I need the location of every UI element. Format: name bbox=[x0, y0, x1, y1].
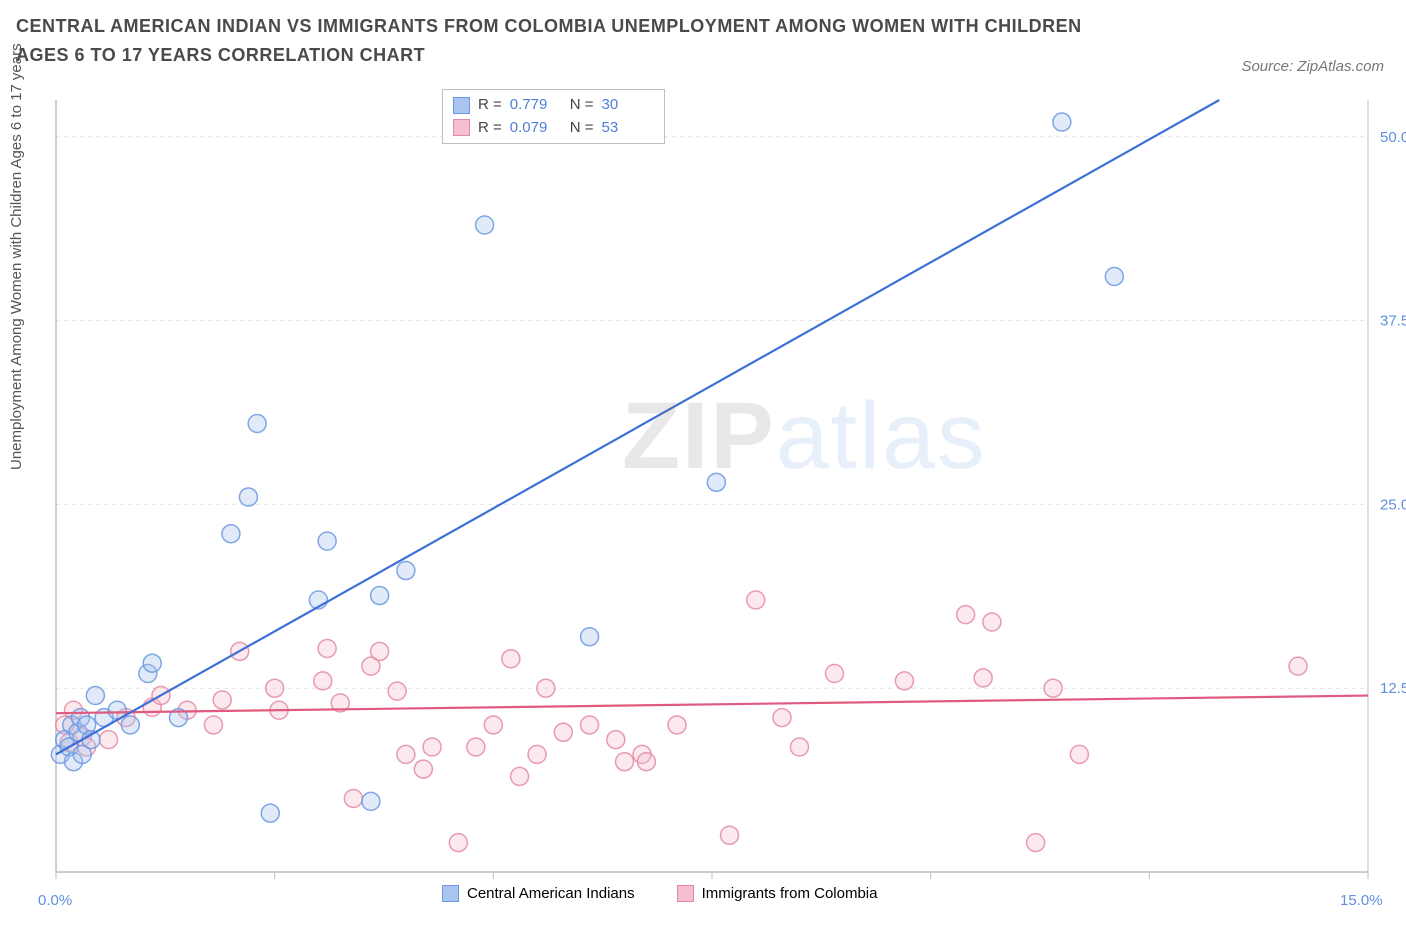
scatter-point bbox=[720, 826, 738, 844]
scatter-point bbox=[895, 672, 913, 690]
legend-stats: R = 0.779 N = 30 R = 0.079 N = 53 bbox=[442, 89, 665, 144]
scatter-point bbox=[388, 682, 406, 700]
scatter-point bbox=[362, 792, 380, 810]
scatter-point bbox=[222, 525, 240, 543]
scatter-point bbox=[668, 716, 686, 734]
scatter-point bbox=[1053, 113, 1071, 131]
legend-series-name: Central American Indians bbox=[467, 885, 635, 902]
legend-series-item: Immigrants from Colombia bbox=[677, 885, 878, 902]
scatter-point bbox=[974, 669, 992, 687]
scatter-point bbox=[261, 804, 279, 822]
scatter-point bbox=[204, 716, 222, 734]
scatter-point bbox=[747, 591, 765, 609]
scatter-point bbox=[314, 672, 332, 690]
scatter-point bbox=[637, 753, 655, 771]
scatter-point bbox=[1105, 267, 1123, 285]
scatter-point bbox=[449, 834, 467, 852]
scatter-point bbox=[511, 767, 529, 785]
y-tick-label: 50.0% bbox=[1380, 129, 1406, 146]
legend-r-label: R = bbox=[478, 117, 502, 140]
scatter-point bbox=[121, 716, 139, 734]
y-tick-label: 25.0% bbox=[1380, 496, 1406, 513]
legend-series: Central American Indians Immigrants from … bbox=[442, 885, 877, 902]
x-max-label: 15.0% bbox=[1340, 892, 1383, 909]
scatter-point bbox=[825, 664, 843, 682]
scatter-point bbox=[318, 532, 336, 550]
scatter-plot-svg: 12.5%25.0%37.5%50.0% bbox=[52, 92, 1382, 882]
legend-series-item: Central American Indians bbox=[442, 885, 635, 902]
scatter-point bbox=[414, 760, 432, 778]
scatter-point bbox=[773, 709, 791, 727]
scatter-point bbox=[484, 716, 502, 734]
legend-n-label: N = bbox=[570, 117, 594, 140]
scatter-point bbox=[467, 738, 485, 756]
legend-swatch bbox=[442, 885, 459, 902]
scatter-point bbox=[397, 745, 415, 763]
y-tick-label: 12.5% bbox=[1380, 680, 1406, 697]
scatter-point bbox=[266, 679, 284, 697]
legend-swatch bbox=[453, 119, 470, 136]
scatter-point bbox=[616, 753, 634, 771]
scatter-point bbox=[371, 587, 389, 605]
legend-stats-row: R = 0.079 N = 53 bbox=[453, 117, 654, 140]
scatter-point bbox=[790, 738, 808, 756]
legend-stats-row: R = 0.779 N = 30 bbox=[453, 94, 654, 117]
scatter-point bbox=[502, 650, 520, 668]
chart-container: CENTRAL AMERICAN INDIAN VS IMMIGRANTS FR… bbox=[0, 0, 1406, 930]
legend-n-label: N = bbox=[570, 94, 594, 117]
legend-swatch bbox=[453, 97, 470, 114]
legend-swatch bbox=[677, 885, 694, 902]
plot-area: 12.5%25.0%37.5%50.0% ZIPatlas R =0.779N … bbox=[52, 92, 1382, 882]
source-label: Source: ZipAtlas.com bbox=[1241, 58, 1384, 75]
scatter-point bbox=[1289, 657, 1307, 675]
legend-n-value: 30 bbox=[602, 94, 654, 117]
scatter-point bbox=[213, 691, 231, 709]
scatter-point bbox=[239, 488, 257, 506]
scatter-point bbox=[607, 731, 625, 749]
legend-series-name: Immigrants from Colombia bbox=[702, 885, 878, 902]
scatter-point bbox=[983, 613, 1001, 631]
scatter-point bbox=[581, 628, 599, 646]
scatter-point bbox=[537, 679, 555, 697]
legend-r-value: 0.779 bbox=[510, 94, 562, 117]
y-tick-label: 37.5% bbox=[1380, 313, 1406, 330]
scatter-point bbox=[397, 562, 415, 580]
scatter-point bbox=[581, 716, 599, 734]
scatter-point bbox=[476, 216, 494, 234]
scatter-point bbox=[318, 639, 336, 657]
scatter-point bbox=[86, 687, 104, 705]
scatter-point bbox=[707, 473, 725, 491]
scatter-point bbox=[423, 738, 441, 756]
scatter-point bbox=[248, 415, 266, 433]
scatter-point bbox=[554, 723, 572, 741]
scatter-point bbox=[1070, 745, 1088, 763]
legend-r-value: 0.079 bbox=[510, 117, 562, 140]
scatter-point bbox=[528, 745, 546, 763]
legend-n-value: 53 bbox=[602, 117, 654, 140]
scatter-point bbox=[957, 606, 975, 624]
chart-title: CENTRAL AMERICAN INDIAN VS IMMIGRANTS FR… bbox=[16, 12, 1136, 70]
scatter-point bbox=[143, 654, 161, 672]
scatter-point bbox=[1044, 679, 1062, 697]
x-origin-label: 0.0% bbox=[38, 892, 72, 909]
scatter-point bbox=[1027, 834, 1045, 852]
scatter-point bbox=[99, 731, 117, 749]
legend-r-label: R = bbox=[478, 94, 502, 117]
scatter-point bbox=[371, 642, 389, 660]
scatter-point bbox=[344, 789, 362, 807]
y-axis-label: Unemployment Among Women with Children A… bbox=[8, 43, 25, 470]
scatter-point bbox=[82, 731, 100, 749]
